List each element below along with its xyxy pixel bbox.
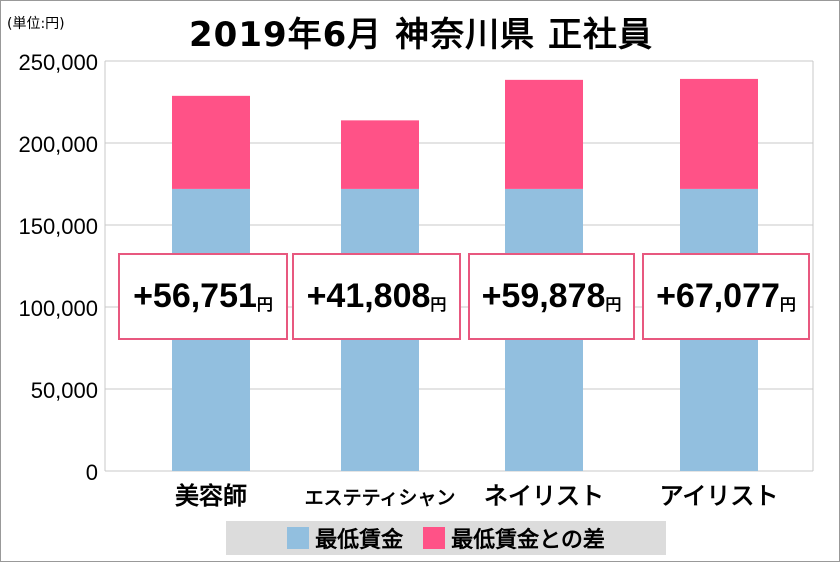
difference-value: +41,808	[306, 277, 431, 315]
bar-difference	[505, 79, 583, 189]
y-tick-label: 50,000	[31, 378, 98, 403]
y-tick-label: 250,000	[18, 50, 98, 75]
bar-difference	[341, 120, 419, 189]
x-category-label: エステティシャン	[305, 487, 456, 509]
y-tick-label: 0	[86, 460, 98, 485]
unit-note: (単位:円)	[7, 16, 65, 32]
legend-item-difference: 最低賃金との差	[423, 522, 605, 554]
legend: 最低賃金 最低賃金との差	[226, 521, 666, 555]
yen-unit: 円	[779, 296, 796, 314]
difference-label: +67,077 円	[642, 253, 810, 340]
y-tick-label: 200,000	[18, 132, 98, 157]
chart-title: 2019年6月 神奈川県 正社員	[189, 15, 653, 55]
difference-label: +56,751 円	[118, 253, 288, 340]
bar-difference	[680, 78, 758, 189]
difference-value: +56,751	[133, 277, 257, 315]
legend-label: 最低賃金との差	[451, 528, 605, 553]
y-tick-label: 100,000	[18, 296, 98, 321]
legend-item-min-wage: 最低賃金	[287, 522, 403, 554]
yen-unit: 円	[605, 296, 622, 314]
difference-value: +59,878	[481, 277, 606, 315]
yen-unit: 円	[430, 296, 447, 314]
x-category-label: 美容師	[175, 482, 247, 510]
legend-swatch	[287, 527, 310, 549]
difference-label: +59,878 円	[468, 253, 635, 340]
legend-swatch	[423, 527, 446, 549]
y-tick-label: 150,000	[18, 214, 98, 239]
yen-unit: 円	[256, 296, 273, 314]
difference-label: +41,808 円	[292, 253, 461, 340]
difference-value: +67,077	[656, 277, 780, 315]
x-category-label: アイリスト	[660, 482, 779, 510]
legend-label: 最低賃金	[315, 528, 404, 553]
x-category-label: ネイリスト	[484, 482, 604, 510]
bar-difference	[172, 95, 250, 189]
